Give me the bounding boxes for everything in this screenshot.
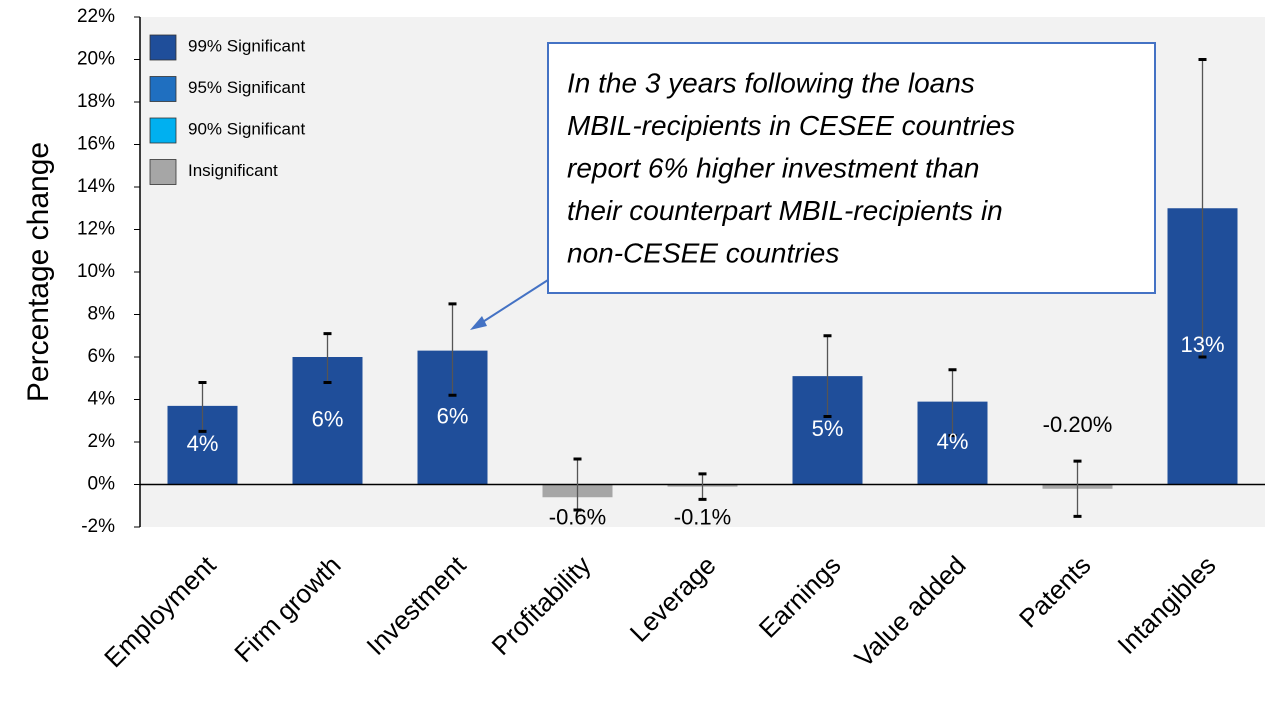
- legend-label: 90% Significant: [188, 119, 305, 138]
- value-label: -0.6%: [549, 504, 606, 529]
- y-tick-label: 16%: [77, 134, 115, 155]
- legend-label: 99% Significant: [188, 36, 305, 55]
- annotation-arrowhead: [470, 316, 487, 330]
- value-label: -0.20%: [1043, 412, 1113, 437]
- y-tick-label: 2%: [88, 431, 116, 452]
- x-tick-label: Value added: [849, 550, 972, 673]
- legend-label: 95% Significant: [188, 78, 305, 97]
- x-tick-label: Earnings: [753, 550, 847, 644]
- x-tick-label: Firm growth: [228, 550, 346, 668]
- y-tick-label: 12%: [77, 219, 115, 240]
- y-tick-label: 14%: [77, 176, 115, 197]
- annotation-text: non-CESEE countries: [567, 237, 839, 268]
- y-tick-label: 18%: [77, 91, 115, 112]
- x-tick-label: Investment: [360, 549, 472, 661]
- value-label: 6%: [312, 407, 344, 432]
- x-tick-label: Employment: [98, 549, 222, 673]
- value-label: 5%: [812, 416, 844, 441]
- y-tick-label: 8%: [88, 304, 116, 325]
- y-tick-label: 4%: [88, 389, 116, 410]
- annotation-text: MBIL-recipients in CESEE countries: [567, 110, 1015, 141]
- value-label: 4%: [937, 429, 969, 454]
- legend-swatch: [149, 159, 177, 185]
- legend-swatch: [149, 76, 177, 102]
- legend-swatch: [149, 117, 177, 144]
- y-tick-label: 20%: [77, 49, 115, 70]
- x-tick-label: Leverage: [624, 550, 722, 648]
- legend-swatch: [149, 34, 177, 61]
- annotation-arrow: [477, 279, 549, 326]
- y-tick-label: 10%: [77, 261, 115, 282]
- y-tick-label: 0%: [88, 474, 116, 495]
- x-tick-label: Profitability: [485, 550, 596, 661]
- value-label: 13%: [1180, 332, 1224, 357]
- x-tick-label: Patents: [1013, 550, 1097, 634]
- y-tick-label: 6%: [88, 346, 116, 367]
- value-label: -0.1%: [674, 504, 731, 529]
- annotation-text: their counterpart MBIL-recipients in: [567, 195, 1003, 226]
- value-label: 4%: [187, 431, 219, 456]
- y-axis-label: Percentage change: [22, 142, 55, 402]
- y-tick-label: 22%: [77, 6, 115, 27]
- annotation-text: report 6% higher investment than: [567, 152, 979, 183]
- y-tick-label: -2%: [81, 516, 115, 537]
- x-tick-label: Intangibles: [1111, 550, 1221, 660]
- legend-label: Insignificant: [188, 161, 278, 180]
- value-label: 6%: [437, 403, 469, 428]
- annotation-box: [547, 42, 1156, 294]
- annotation-text: In the 3 years following the loans: [567, 67, 975, 98]
